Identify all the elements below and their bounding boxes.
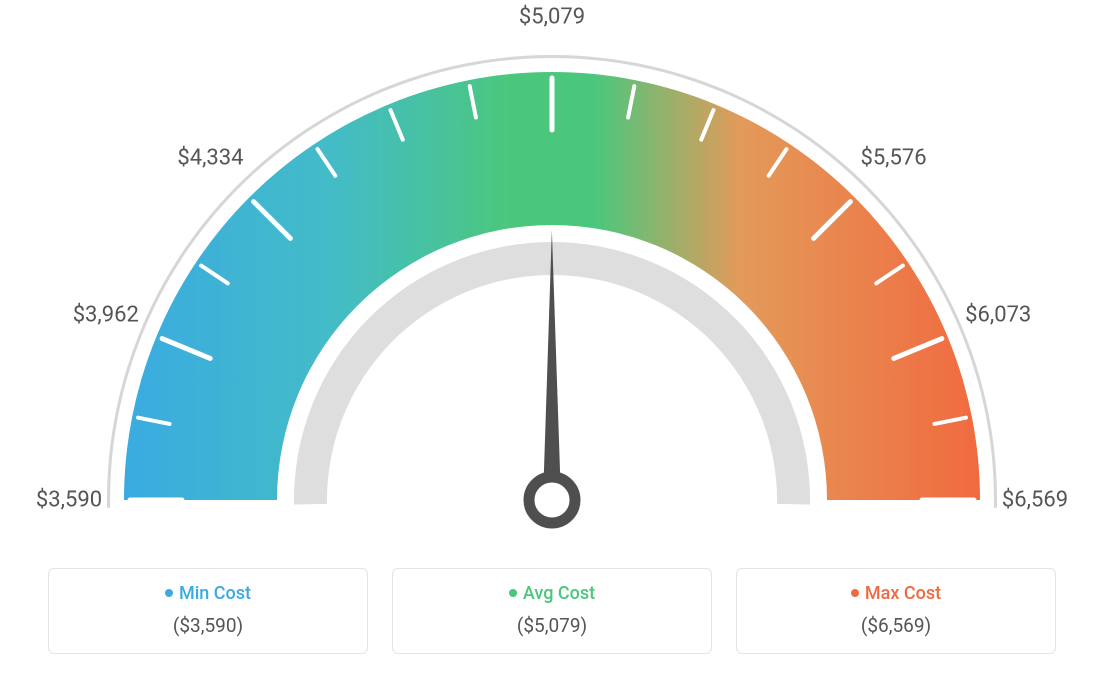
avg-cost-label: Avg Cost bbox=[523, 583, 595, 604]
gauge-tick-label: $5,079 bbox=[519, 5, 585, 30]
min-cost-dot bbox=[165, 589, 173, 597]
gauge-tick-label: $4,334 bbox=[177, 146, 243, 171]
gauge-tick-label: $3,590 bbox=[36, 488, 102, 513]
avg-cost-dot bbox=[509, 589, 517, 597]
max-cost-card: Max Cost ($6,569) bbox=[736, 568, 1056, 654]
max-cost-dot bbox=[851, 589, 859, 597]
cost-summary-cards: Min Cost ($3,590) Avg Cost ($5,079) Max … bbox=[0, 568, 1104, 654]
min-cost-label: Min Cost bbox=[179, 583, 251, 604]
gauge-tick-label: $6,073 bbox=[965, 303, 1031, 328]
gauge-tick-label: $5,576 bbox=[860, 146, 926, 171]
max-cost-value: ($6,569) bbox=[747, 614, 1045, 637]
gauge-tick-label: $6,569 bbox=[1002, 488, 1068, 513]
gauge-tick-label: $3,962 bbox=[73, 303, 139, 328]
max-cost-label: Max Cost bbox=[865, 583, 941, 604]
min-cost-card: Min Cost ($3,590) bbox=[48, 568, 368, 654]
avg-cost-value: ($5,079) bbox=[403, 614, 701, 637]
min-cost-title: Min Cost bbox=[59, 583, 357, 604]
min-cost-value: ($3,590) bbox=[59, 614, 357, 637]
max-cost-title: Max Cost bbox=[747, 583, 1045, 604]
gauge-svg bbox=[0, 0, 1104, 560]
avg-cost-title: Avg Cost bbox=[403, 583, 701, 604]
avg-cost-card: Avg Cost ($5,079) bbox=[392, 568, 712, 654]
cost-gauge: $3,590 $3,962 $4,334 $5,079 $5,576 $6,073 $6,5… bbox=[0, 0, 1104, 560]
